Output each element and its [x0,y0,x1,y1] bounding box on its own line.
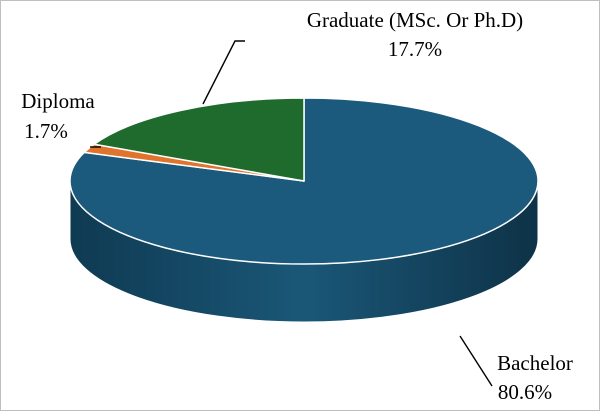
graduate-label: Graduate (MSc. Or Ph.D) [307,8,523,32]
diploma-value-label: 1.7% [24,119,68,143]
bachelor-label: Bachelor [497,351,573,375]
pie-slices [69,97,539,265]
bachelor-leader-line [459,335,493,387]
graduate-value-label: 17.7% [388,37,442,61]
diploma-label: Diploma [21,89,95,113]
graduate-leader-line [202,40,245,105]
pie-slice-graduate [93,97,305,182]
bachelor-value-label: 80.6% [498,380,552,404]
